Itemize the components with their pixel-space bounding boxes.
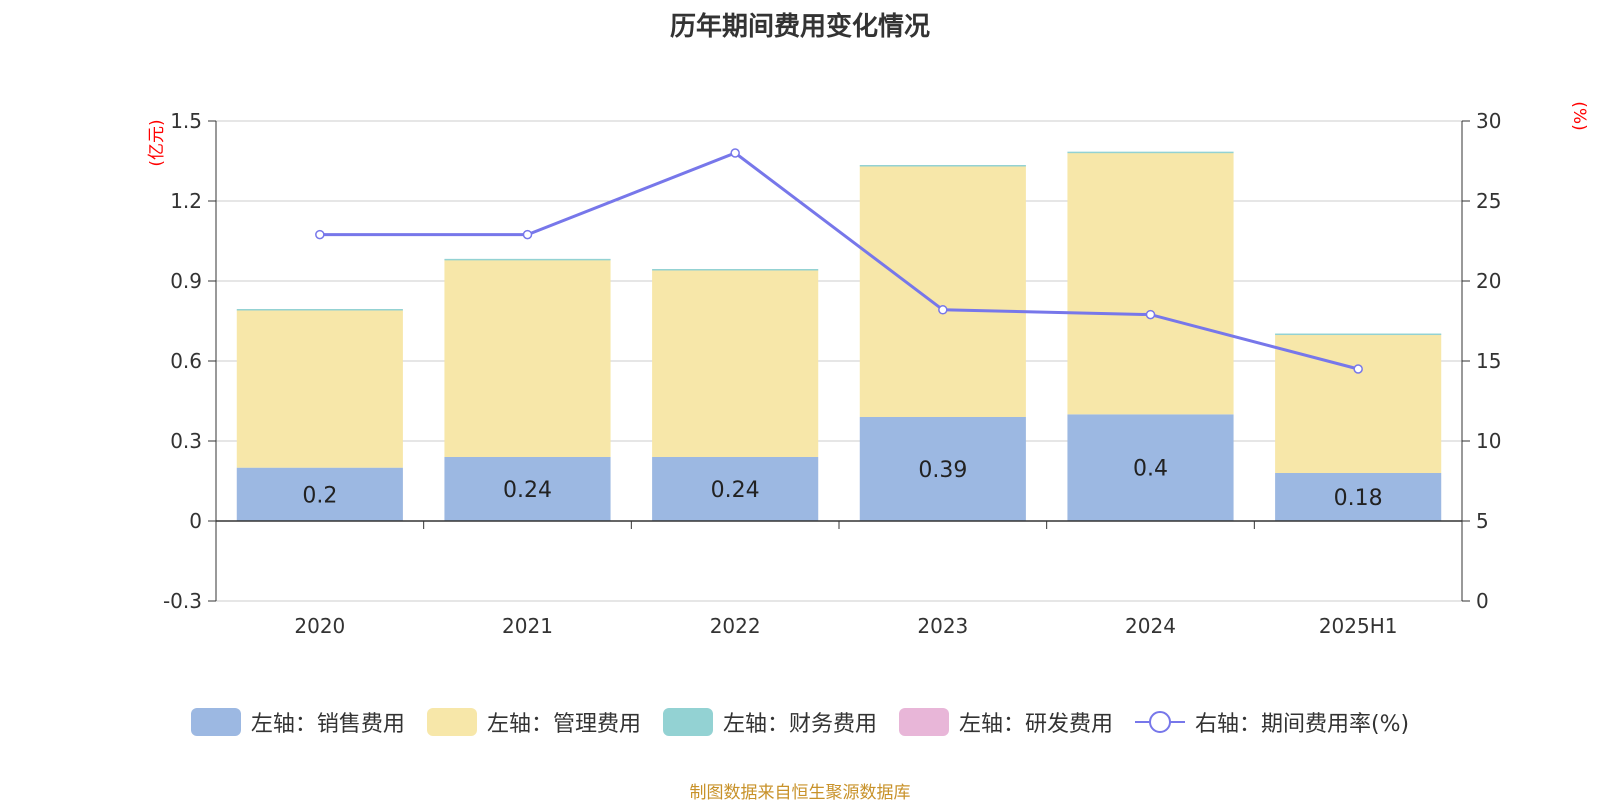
bar-sales bbox=[1067, 414, 1234, 521]
data-labels: 0.2 0.24 0.24 0.39 0.4 0.18 bbox=[302, 457, 1382, 511]
legend-label: 左轴：研发费用 bbox=[958, 712, 1113, 737]
bar-admin bbox=[1275, 334, 1442, 473]
bar-finance bbox=[1067, 151, 1234, 154]
right-unit-label: (%) bbox=[1569, 101, 1589, 130]
left-tick-label: 0.3 bbox=[170, 429, 202, 453]
x-category-label: 2023 bbox=[917, 614, 968, 638]
legend-item[interactable]: 左轴：销售费用 bbox=[190, 706, 405, 738]
x-category-label: 2021 bbox=[502, 614, 553, 638]
legend-swatch bbox=[1134, 708, 1185, 736]
x-category-label: 2024 bbox=[1125, 614, 1176, 638]
legend-swatch bbox=[190, 708, 241, 736]
bar-admin bbox=[444, 259, 611, 457]
rate-point bbox=[1145, 309, 1156, 320]
source-note: 制图数据来自恒生聚源数据库 bbox=[689, 783, 911, 803]
right-tick-label: 10 bbox=[1476, 429, 1501, 453]
bar-admin bbox=[1067, 153, 1234, 415]
legend-swatch bbox=[662, 708, 713, 736]
legend-swatch bbox=[898, 708, 949, 736]
legend-item[interactable]: 左轴：财务费用 bbox=[662, 706, 877, 738]
rate-point bbox=[315, 229, 325, 240]
legend-label: 右轴：期间费用率(%) bbox=[1194, 712, 1410, 737]
axes: 1.5 1.2 0.9 0.6 0.3 0 -0.3 30 25 20 15 10 5 0 (亿元) (%) 2… bbox=[147, 101, 1589, 638]
sales-data-label: 0.24 bbox=[711, 478, 760, 503]
legend: 左轴：销售费用 左轴：管理费用 左轴：财务费用 左轴：研发费用 右轴：期间费用率(%) bbox=[0, 706, 1600, 738]
right-tick-label: 0 bbox=[1476, 589, 1489, 613]
x-category-label: 2020 bbox=[294, 614, 345, 638]
legend-item[interactable]: 左轴：管理费用 bbox=[426, 706, 641, 738]
bar-finance bbox=[236, 309, 403, 311]
left-tick-label: 0.9 bbox=[170, 269, 202, 293]
bar-admin bbox=[236, 310, 403, 468]
right-tick-label: 5 bbox=[1476, 509, 1489, 533]
bar-finance bbox=[859, 165, 1026, 167]
bar-sales bbox=[1275, 473, 1442, 521]
right-tick-label: 15 bbox=[1476, 349, 1501, 373]
rate-line-path bbox=[319, 151, 1359, 371]
right-tick-label: 20 bbox=[1476, 269, 1501, 293]
right-tick-label: 25 bbox=[1476, 189, 1501, 213]
rate-point bbox=[730, 148, 740, 158]
rate-point bbox=[938, 305, 948, 315]
bar-finance bbox=[1275, 333, 1442, 336]
bar-sales bbox=[859, 417, 1026, 521]
bars bbox=[236, 151, 1442, 521]
legend-swatch bbox=[426, 708, 477, 736]
legend-item[interactable]: 右轴：期间费用率(%) bbox=[1134, 706, 1410, 738]
sales-data-label: 0.4 bbox=[1133, 457, 1168, 482]
rate-line bbox=[315, 148, 1363, 374]
bar-finance bbox=[652, 269, 819, 271]
x-category-label: 2022 bbox=[710, 614, 761, 638]
left-tick-label: 1.5 bbox=[170, 109, 202, 133]
right-tick-label: 30 bbox=[1476, 109, 1501, 133]
left-tick-label: 1.2 bbox=[170, 189, 202, 213]
legend-label: 左轴：管理费用 bbox=[486, 712, 641, 737]
sales-data-label: 0.18 bbox=[1334, 486, 1383, 511]
grid-lines bbox=[216, 120, 1462, 602]
sales-data-label: 0.24 bbox=[503, 478, 552, 503]
left-tick-label: -0.3 bbox=[163, 589, 202, 613]
bar-admin bbox=[652, 270, 819, 457]
legend-item[interactable]: 左轴：研发费用 bbox=[898, 706, 1113, 738]
bar-sales bbox=[236, 467, 403, 521]
chart-title: 历年期间费用变化情况 bbox=[669, 12, 930, 42]
left-unit-label: (亿元) bbox=[147, 119, 167, 166]
bar-admin bbox=[859, 166, 1026, 417]
legend-label: 左轴：销售费用 bbox=[250, 712, 405, 737]
x-category-label: 2025H1 bbox=[1319, 614, 1398, 638]
sales-data-label: 0.39 bbox=[918, 458, 967, 483]
sales-data-label: 0.2 bbox=[302, 483, 337, 508]
left-tick-label: 0.6 bbox=[170, 349, 202, 373]
bar-sales bbox=[444, 457, 611, 521]
legend-label: 左轴：财务费用 bbox=[722, 712, 877, 737]
bar-sales bbox=[652, 457, 819, 521]
left-tick-label: 0 bbox=[189, 509, 202, 533]
rate-point bbox=[522, 229, 533, 240]
rate-point bbox=[1353, 364, 1363, 374]
bar-finance bbox=[444, 258, 611, 261]
